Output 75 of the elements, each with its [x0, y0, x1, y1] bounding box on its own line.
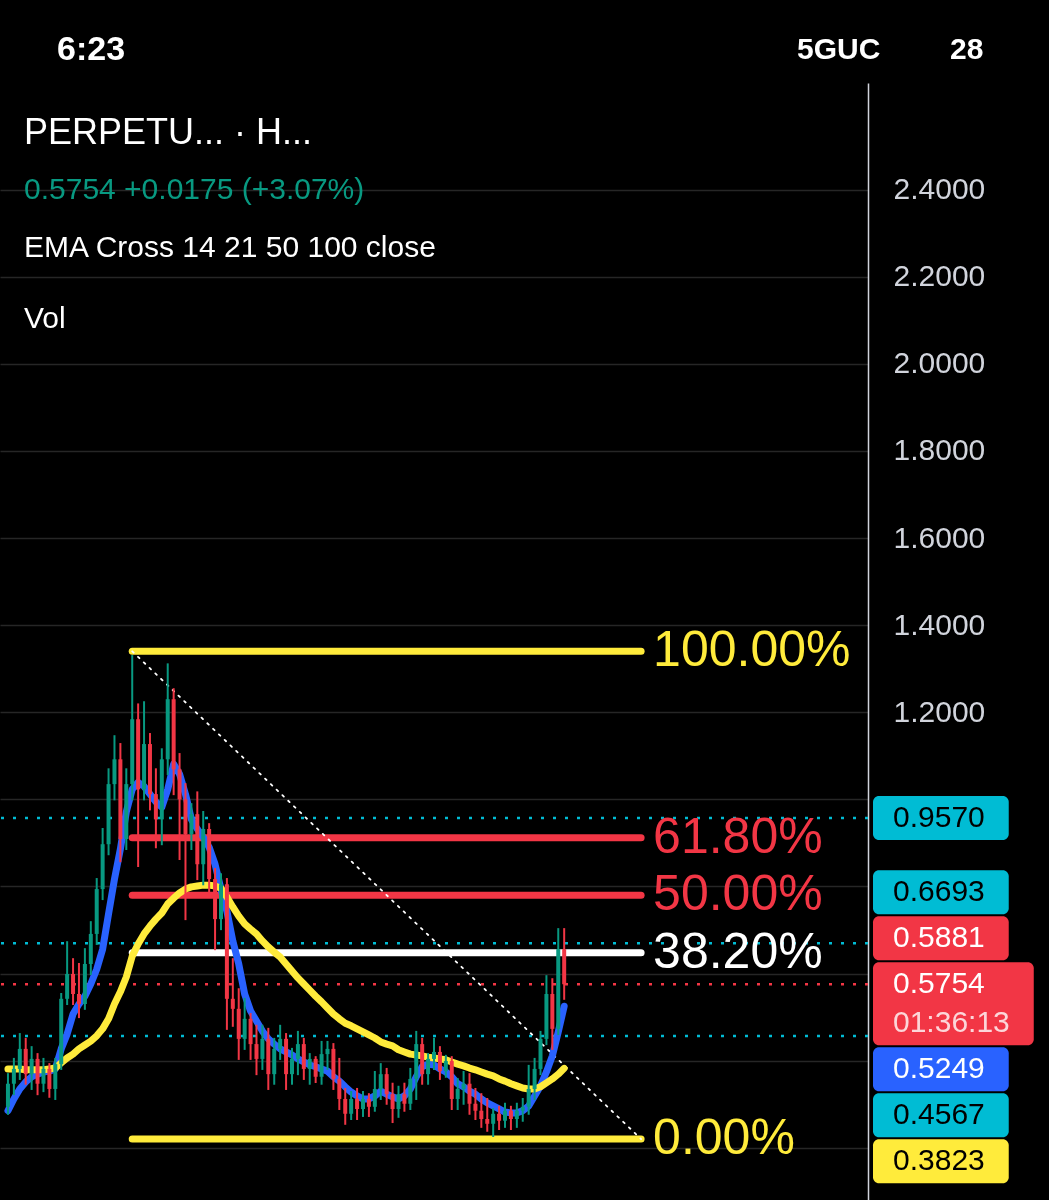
candlestick: [497, 1105, 502, 1131]
candlestick: [443, 1054, 448, 1078]
candlestick: [402, 1082, 407, 1112]
candlestick: [242, 997, 247, 1050]
candlestick: [378, 1063, 383, 1100]
candlestick: [461, 1070, 466, 1105]
candlestick: [479, 1093, 484, 1128]
annotation: 100.00%: [653, 621, 851, 678]
annotation: EMA Cross 14 21 50 100 close: [24, 230, 436, 263]
text: 0.5249: [893, 1051, 985, 1085]
candlestick: [514, 1102, 519, 1128]
legend-label: 0.6693: [893, 874, 985, 908]
y-tick-label: 2.0000: [893, 346, 986, 380]
candlestick: [349, 1091, 354, 1120]
y-tick-label: 2.2000: [893, 259, 986, 293]
y-tick-label: 1.2000: [893, 694, 986, 728]
candlestick: [278, 1024, 283, 1060]
candlestick: [355, 1087, 360, 1120]
candlestick: [11, 1057, 16, 1096]
annotation: 61.80%: [653, 807, 823, 864]
candlestick: [41, 1057, 46, 1093]
candlestick: [437, 1046, 442, 1080]
text: 6:23: [57, 29, 126, 67]
candlestick: [313, 1056, 318, 1083]
text: 0.3823: [893, 1143, 985, 1177]
candlestick: [485, 1097, 490, 1132]
text: 28: [950, 32, 984, 65]
ref-line-label: 0.5754: [893, 966, 985, 1000]
candlestick: [396, 1085, 401, 1118]
candlestick: [491, 1107, 496, 1137]
text: 01:36:13: [893, 1005, 1010, 1039]
annotation: 38.20%: [653, 922, 823, 979]
candlestick: [325, 1040, 330, 1070]
annotation: Vol: [24, 301, 66, 334]
candlestick: [384, 1067, 389, 1105]
candlestick: [467, 1073, 472, 1115]
candlestick: [503, 1102, 508, 1128]
candlestick: [520, 1097, 525, 1122]
candlestick: [17, 1033, 22, 1080]
candlestick: [307, 1053, 312, 1085]
candlestick: [319, 1040, 324, 1085]
candlestick: [189, 803, 194, 851]
candlestick: [473, 1087, 478, 1120]
candlestick: [289, 1047, 294, 1085]
candlestick: [372, 1070, 377, 1112]
annotation: 0.00%: [653, 1109, 795, 1166]
candlestick: [432, 1037, 436, 1070]
y-tick-label: 1.6000: [893, 520, 986, 554]
candlestick: [295, 1030, 300, 1076]
y-tick-label: 2.4000: [893, 172, 986, 206]
candlestick: [455, 1077, 460, 1110]
candlestick: [526, 1064, 531, 1115]
candlestick: [366, 1093, 371, 1117]
candlestick: [260, 1024, 265, 1070]
text: 5GUC: [797, 32, 881, 65]
ref-line-label: 0.9570: [893, 800, 985, 834]
candlestick: [390, 1082, 395, 1124]
text: 0.5754 +0.0175 (+3.07%): [24, 172, 365, 205]
candlestick: [337, 1057, 342, 1110]
candlestick: [508, 1105, 513, 1131]
candlestick: [426, 1053, 431, 1085]
ref-line-label: 0.4567: [893, 1097, 985, 1131]
candlestick: [532, 1057, 537, 1100]
annotation: 50.00%: [653, 865, 823, 922]
candlestick: [29, 1046, 34, 1090]
y-tick-label: 1.4000: [893, 607, 986, 641]
candlestick: [5, 1073, 10, 1115]
text: PERPETU... · H...: [24, 111, 313, 152]
candlestick: [47, 1063, 52, 1098]
y-tick-label: 1.8000: [893, 433, 986, 467]
text: 0.5881: [893, 920, 985, 954]
candlestick: [254, 1024, 259, 1076]
candlestick: [343, 1087, 348, 1125]
candlestick: [360, 1091, 365, 1117]
candlestick: [76, 962, 81, 1019]
